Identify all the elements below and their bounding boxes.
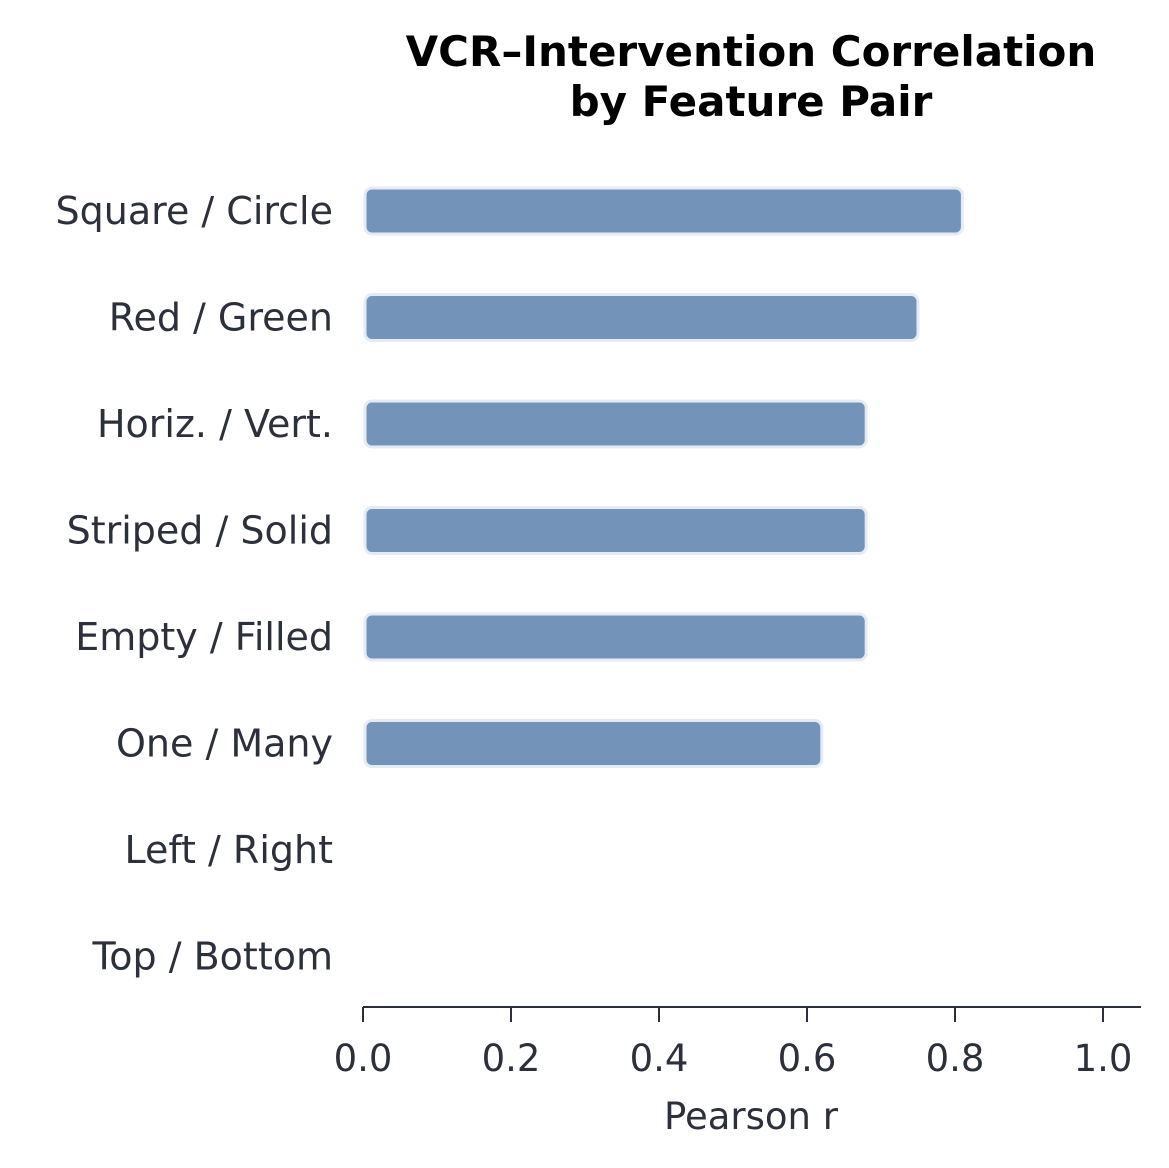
category-label: Square / Circle <box>56 189 333 233</box>
x-axis-title: Pearson r <box>664 1095 839 1138</box>
x-tick-label: 1.0 <box>1074 1037 1133 1080</box>
category-labels: Square / Circle Red / Green Horiz. / Vert.… <box>56 189 333 979</box>
category-label: Top / Bottom <box>92 935 333 979</box>
x-tick-label: 0.6 <box>778 1037 837 1080</box>
bar <box>363 506 868 555</box>
category-label: Left / Right <box>124 828 333 872</box>
category-label: Empty / Filled <box>75 615 333 659</box>
x-tick-label: 0.8 <box>926 1037 985 1080</box>
bar <box>363 293 920 342</box>
bar <box>363 399 868 449</box>
category-label: Striped / Solid <box>67 509 333 553</box>
bar <box>363 186 964 236</box>
bar <box>363 719 824 768</box>
category-label: One / Many <box>116 722 333 766</box>
bar <box>363 612 868 662</box>
category-label: Red / Green <box>109 296 333 340</box>
x-tick-label: 0.0 <box>334 1037 393 1080</box>
chart-title-line-1: VCR–Intervention Correlation <box>406 27 1097 76</box>
x-axis-ticks: 0.0 0.2 0.4 0.6 0.8 1.0 <box>334 1007 1133 1080</box>
x-tick-label: 0.2 <box>482 1037 541 1080</box>
chart-title-line-2: by Feature Pair <box>570 77 933 126</box>
category-label: Horiz. / Vert. <box>97 402 333 446</box>
x-tick-label: 0.4 <box>630 1037 689 1080</box>
bars-group <box>363 186 964 768</box>
